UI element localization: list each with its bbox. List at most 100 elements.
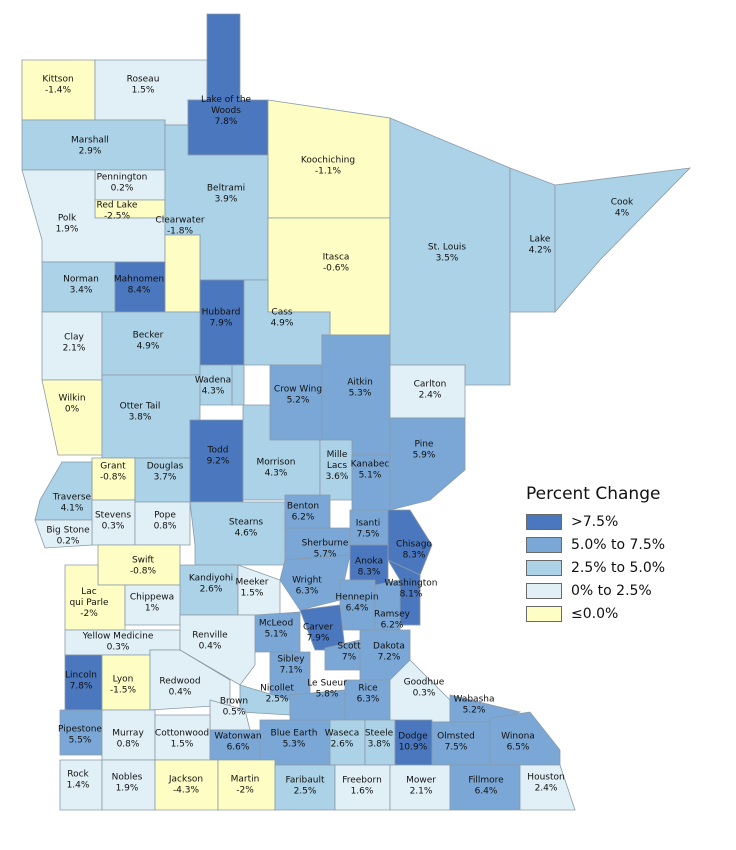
county-label-wabasha: Wabasha 5.2%	[454, 695, 495, 716]
county-label-jackson: Jackson -4.3%	[168, 775, 203, 796]
county-label-martin: Martin -2%	[231, 775, 260, 796]
county-winona	[489, 711, 561, 766]
county-pine	[389, 417, 466, 511]
county-label-lyon: Lyon -1.5%	[110, 675, 137, 696]
county-label-washington: Washington 8.1%	[385, 579, 438, 600]
legend-title: Percent Change	[526, 484, 661, 504]
county-washington	[386, 559, 421, 626]
county-label-scott: Scott 7%	[337, 642, 361, 663]
county-label-aitkin: Aitkin 5.3%	[347, 378, 373, 399]
county-label-douglas: Douglas 3.7%	[147, 462, 184, 483]
county-houston	[519, 764, 576, 811]
county-label-houston: Houston 2.4%	[527, 773, 564, 794]
county-label-watonwan: Watonwan 6.6%	[214, 732, 261, 753]
county-label-meeker: Meeker 1.5%	[236, 578, 269, 599]
county-label-otter-tail: Otter Tail 3.8%	[120, 402, 161, 423]
county-label-grant: Grant -0.8%	[100, 462, 127, 483]
county-label-brown: Brown 0.5%	[220, 697, 248, 718]
county-label-mille-lacs: Mille Lacs 3.6%	[326, 450, 349, 482]
county-label-murray: Murray 0.8%	[112, 729, 144, 750]
county-label-cass: Cass 4.9%	[271, 308, 294, 329]
county-cook	[554, 167, 692, 314]
county-label-rice: Rice 6.3%	[357, 684, 380, 705]
county-label-freeborn: Freeborn 1.6%	[342, 776, 382, 797]
county-label-carver: Carver 7.9%	[303, 623, 333, 644]
county-label-pennington: Pennington 0.2%	[97, 173, 148, 194]
county-label-st-louis: St. Louis 3.5%	[428, 243, 467, 264]
county-label-stevens: Stevens 0.3%	[95, 511, 131, 532]
county-label-lincoln: Lincoln 7.8%	[65, 671, 97, 692]
county-label-sherburne: Sherburne 5.7%	[302, 539, 349, 560]
county-clearwater	[164, 234, 201, 313]
county-label-pipestone: Pipestone 5.5%	[58, 725, 102, 746]
county-label-mahnomen: Mahnomen 8.4%	[114, 275, 164, 296]
county-label-swift: Swift -0.8%	[130, 556, 157, 577]
county-benton	[284, 494, 331, 529]
legend-label: >7.5%	[571, 513, 619, 530]
county-label-marshall: Marshall 2.9%	[71, 136, 109, 157]
county-label-wadena: Wadena 4.3%	[195, 376, 231, 397]
county-label-cook: Cook 4%	[611, 198, 634, 219]
county-label-traverse: Traverse 4.1%	[52, 493, 92, 514]
county-redwood	[149, 649, 231, 711]
county-label-wright: Wright 6.3%	[292, 576, 322, 597]
county-label-yellow-medicine: Yellow Medicine 0.3%	[82, 632, 154, 653]
county-label-winona: Winona 6.5%	[501, 732, 535, 753]
legend-item: ≤0.0%	[526, 602, 665, 625]
county-label-roseau: Roseau 1.5%	[127, 75, 160, 96]
county-label-stearns: Stearns 4.6%	[229, 518, 264, 539]
county-wilkin	[41, 379, 103, 456]
legend-item: >7.5%	[526, 510, 665, 533]
county-label-rock: Rock 1.4%	[67, 770, 90, 791]
county-label-wilkin: Wilkin 0%	[58, 394, 85, 415]
county-label-clearwater: Clearwater -1.8%	[155, 216, 204, 237]
county-label-kandiyohi: Kandiyohi 2.6%	[189, 574, 233, 595]
county-label-olmsted: Olmsted 7.5%	[437, 732, 475, 753]
county-label-fillmore: Fillmore 6.4%	[468, 776, 504, 797]
county-label-pope: Pope 0.8%	[154, 511, 177, 532]
county-label-nobles: Nobles 1.9%	[112, 773, 143, 794]
county-label-red-lake: Red Lake -2.5%	[97, 201, 138, 222]
county-label-morrison: Morrison 4.3%	[257, 458, 296, 479]
legend-swatch	[526, 559, 562, 576]
county-label-benton: Benton 6.2%	[287, 502, 319, 523]
county-label-lake-of-the-woods: Lake of the Woods 7.8%	[201, 95, 252, 127]
county-label-ramsey: Ramsey 6.2%	[374, 610, 411, 631]
legend-swatch	[526, 536, 562, 553]
county-label-polk: Polk 1.9%	[56, 214, 79, 235]
county-label-clay: Clay 2.1%	[63, 333, 86, 354]
county-label-big-stone: Big Stone 0.2%	[46, 526, 90, 547]
legend-label: 5.0% to 7.5%	[571, 536, 666, 553]
county-label-renville: Renville 0.4%	[192, 631, 228, 652]
county-label-pine: Pine 5.9%	[413, 440, 436, 461]
county-label-chippewa: Chippewa 1%	[130, 593, 174, 614]
county-label-hubbard: Hubbard 7.9%	[202, 308, 241, 329]
county-label-lake: Lake 4.2%	[529, 235, 552, 256]
county-label-nicollet: Nicollet 2.5%	[260, 684, 294, 705]
county-stearns	[189, 501, 286, 566]
legend-label: 0% to 2.5%	[571, 582, 652, 599]
county-label-becker: Becker 4.9%	[133, 331, 164, 352]
county-label-redwood: Redwood 0.4%	[159, 677, 200, 698]
county-label-cottonwood: Cottonwood 1.5%	[155, 729, 209, 750]
county-label-koochiching: Koochiching -1.1%	[301, 156, 355, 177]
legend-swatch	[526, 605, 562, 622]
county-label-sibley: Sibley 7.1%	[277, 655, 305, 676]
county-label-lac-qui-parle: Lac qui Parle -2%	[69, 587, 109, 619]
county-label-mcleod: McLeod 5.1%	[259, 619, 293, 640]
county-label-steele: Steele 3.8%	[365, 729, 394, 750]
county-label-beltrami: Beltrami 3.9%	[207, 184, 245, 205]
legend-item: 0% to 2.5%	[526, 579, 665, 602]
county-label-norman: Norman 3.4%	[63, 275, 99, 296]
county-pope	[134, 501, 191, 546]
legend-swatch	[526, 513, 562, 530]
legend-swatch	[526, 582, 562, 599]
legend-label: 2.5% to 5.0%	[571, 559, 666, 576]
county-label-le-sueur: Le Sueur 5.8%	[307, 679, 347, 700]
county-renville	[179, 614, 256, 686]
map-legend: Percent Change >7.5% 5.0% to 7.5% 2.5% to …	[526, 484, 665, 625]
county-wright	[279, 554, 351, 611]
county-label-anoka: Anoka 8.3%	[355, 557, 383, 578]
legend-item: 2.5% to 5.0%	[526, 556, 665, 579]
